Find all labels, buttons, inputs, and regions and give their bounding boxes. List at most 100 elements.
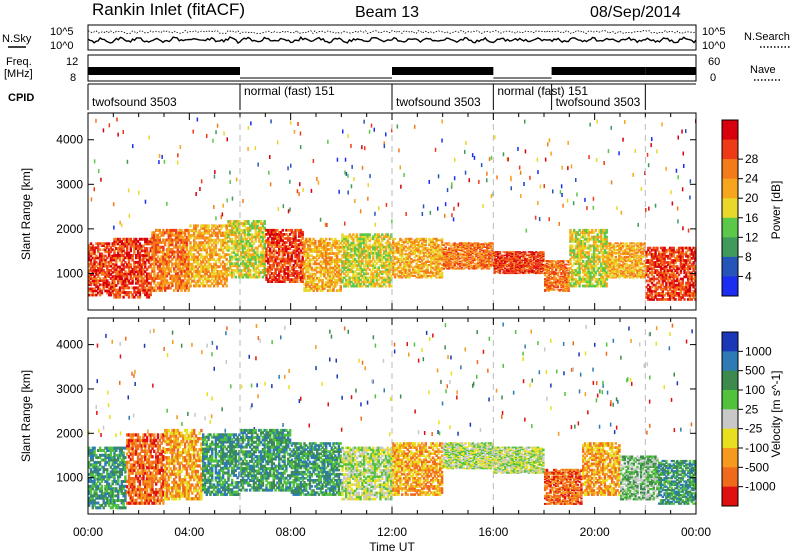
heatmap-cell [346,239,350,243]
heatmap-cell [448,253,451,256]
heatmap-cell [115,260,118,264]
heatmap-cell [236,264,239,268]
heatmap-cell [156,281,160,285]
heatmap-cell [245,228,248,232]
heatmap-cell [411,251,415,254]
heatmap-cell [392,239,395,242]
heatmap-cell [299,276,303,279]
heatmap-cell [151,250,154,254]
heatmap-cell [368,280,371,284]
heatmap-cell [227,266,230,270]
heatmap-cell [377,249,380,253]
heatmap-cell [259,255,263,259]
heatmap-cell [118,258,122,262]
heatmap-cell [424,240,427,243]
heatmap-cell [263,246,266,250]
heatmap-cell [272,247,275,251]
heatmap-cell [383,282,386,286]
heatmap-cell [209,274,212,278]
heatmap-cell [231,224,234,228]
heatmap-cell [408,248,411,251]
heatmap-cell [337,289,341,292]
heatmap-cell [308,272,312,276]
heatmap-cell [283,276,286,279]
heatmap-cell [435,264,438,267]
heatmap-cell [289,207,291,212]
heatmap-cell [95,256,98,260]
heatmap-cell [254,273,257,277]
heatmap-cell [421,267,424,270]
heatmap-cell [180,267,183,271]
heatmap-cell [203,284,207,288]
heatmap-cell [167,255,170,259]
heatmap-cell [350,262,353,265]
heatmap-cell [498,251,502,253]
heatmap-cell [403,173,405,177]
heatmap-cell [104,242,107,245]
heatmap-cell [402,270,406,273]
heatmap-cell [240,275,243,279]
heatmap-cell [267,278,270,281]
heatmap-cell [247,248,250,252]
heatmap-cell [191,234,194,237]
heatmap-cell [444,258,447,261]
heatmap-cell [334,262,337,266]
heatmap-cell [129,237,132,241]
heatmap-cell [193,253,196,257]
heatmap-cell [339,268,342,272]
heatmap-cell [332,285,335,288]
heatmap-cell [174,262,178,266]
heatmap-cell [370,278,373,282]
heatmap-cell [386,264,389,267]
heatmap-cell [292,235,295,238]
heatmap-cell [189,248,192,252]
heatmap-cell [203,226,207,230]
heatmap-cell [223,262,227,266]
heatmap-cell [323,252,326,255]
heatmap-cell [437,271,440,274]
heatmap-cell [355,260,359,263]
heatmap-cell [359,256,362,259]
heatmap-cell [317,246,321,249]
heatmap-cell [231,257,234,261]
heatmap-cell [462,262,465,265]
heatmap-cell [301,247,304,251]
heatmap-cell [685,129,687,134]
heatmap-cell [200,260,203,264]
heatmap-cell [164,288,167,292]
heatmap-cell [296,247,299,251]
heatmap-cell [430,242,433,245]
heatmap-cell [328,256,332,259]
heatmap-cell [561,193,563,197]
heatmap-cell [117,237,120,241]
heatmap-cell [379,235,382,239]
heatmap-cell [413,251,417,254]
heatmap-cell [634,149,636,153]
heatmap-cell [307,248,310,251]
heatmap-cell [254,266,257,270]
heatmap-cell [120,267,123,271]
heatmap-cell [193,270,196,273]
heatmap-cell [460,260,464,263]
heatmap-cell [305,281,308,284]
heatmap-cell [343,276,346,280]
heatmap-cell [287,278,290,281]
heatmap-cell [270,241,274,244]
heatmap-cell [106,279,109,282]
heatmap-cell [410,273,413,276]
heatmap-cell [234,242,237,246]
heatmap-cell [285,268,288,271]
heatmap-cell [437,265,440,268]
heatmap-cell [183,257,187,261]
heatmap-cell [247,240,250,243]
heatmap-cell [187,255,190,259]
heatmap-cell [238,269,241,272]
heatmap-cell [88,244,91,247]
heatmap-cell [229,257,232,261]
heatmap-cell [307,239,310,243]
heatmap-cell [216,265,219,269]
heatmap-cell [265,239,268,242]
heatmap-cell [290,268,294,271]
heatmap-cell [274,249,277,253]
